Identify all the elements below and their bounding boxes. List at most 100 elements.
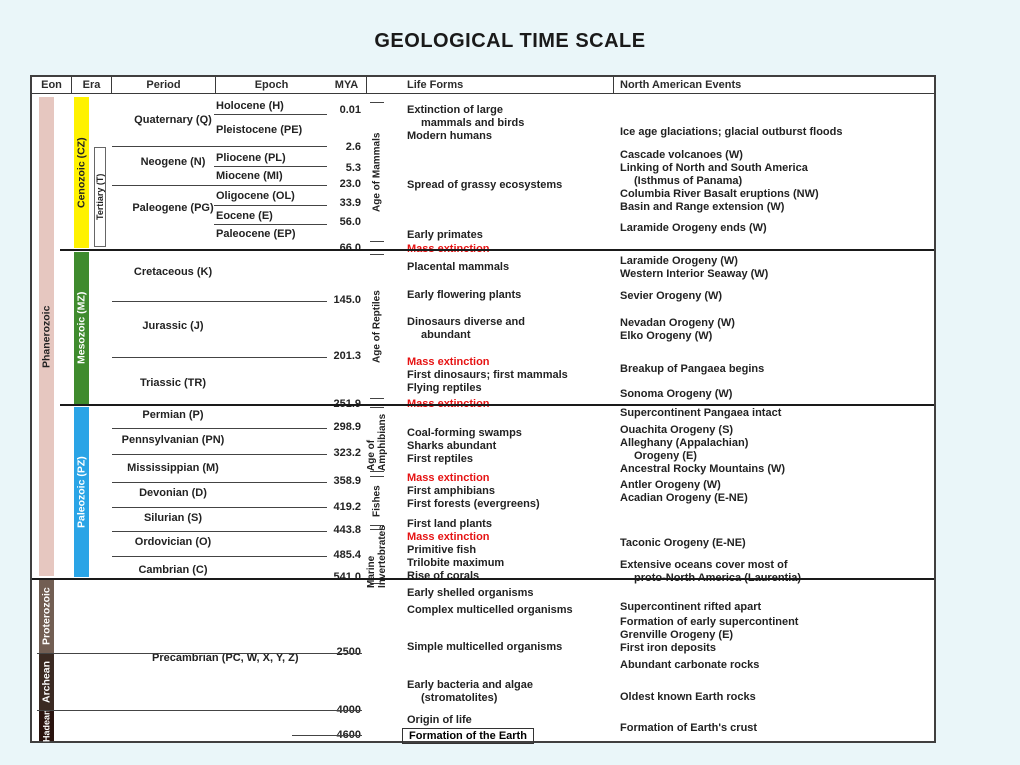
period-cambrian: Cambrian (C): [118, 564, 228, 576]
ev-alleghany: Alleghany (Appalachian): [620, 437, 748, 450]
life-shelled: Early shelled organisms: [407, 587, 534, 600]
ev-oceans: Extensive oceans cover most of: [620, 559, 788, 572]
ev-laramide-ends: Laramide Orogeny ends (W): [620, 222, 767, 235]
line-had: [292, 735, 362, 736]
life-forests: First forests (evergreens): [407, 498, 540, 511]
life-first-dino: First dinosaurs; first mammals: [407, 369, 568, 382]
mya-298-9: 298.9: [319, 421, 361, 433]
period-silurian: Silurian (S): [118, 512, 228, 524]
hdr-mya: MYA: [327, 77, 367, 94]
age-fishes: Fishes: [370, 476, 384, 526]
mya-56-0: 56.0: [319, 216, 361, 228]
ev-linking: Linking of North and South America: [620, 162, 808, 175]
life-complex: Complex multicelled organisms: [407, 604, 573, 617]
age-mammals: Age of Mammals: [370, 102, 384, 242]
ev-rifted: Supercontinent rifted apart: [620, 601, 761, 614]
life-formation-earth: Formation of the Earth: [402, 728, 534, 744]
line-arch: [37, 710, 362, 711]
line-pt: [60, 404, 934, 406]
era-paleozoic: Paleozoic (PZ): [74, 407, 89, 577]
ev-acadian: Acadian Orogeny (E-NE): [620, 492, 748, 505]
mya-5-3: 5.3: [319, 162, 361, 174]
life-flowering: Early flowering plants: [407, 289, 521, 302]
ev-sevier: Sevier Orogeny (W): [620, 290, 722, 303]
ev-oldest: Oldest known Earth rocks: [620, 691, 756, 704]
line-prot: [37, 653, 362, 654]
period-paleogene: Paleogene (PG): [118, 202, 228, 214]
life-grassy: Spread of grassy ecosystems: [407, 179, 562, 192]
hdr-epoch: Epoch: [216, 77, 327, 94]
eon-phanerozoic: Phanerozoic: [39, 97, 54, 576]
life-primates: Early primates: [407, 229, 483, 242]
epoch-pleistocene: Pleistocene (PE): [216, 124, 326, 136]
mya-33-9: 33.9: [319, 197, 361, 209]
mya-201-3: 201.3: [319, 350, 361, 362]
ev-crust: Formation of Earth's crust: [620, 722, 757, 735]
ev-nevadan: Nevadan Orogeny (W): [620, 317, 735, 330]
life-coal: Coal-forming swamps: [407, 427, 522, 440]
line-miss: [112, 482, 327, 483]
life-dino-diverse: Dinosaurs diverse and: [407, 316, 525, 329]
ev-taconic: Taconic Orogeny (E-NE): [620, 537, 746, 550]
period-ordovician: Ordovician (O): [118, 536, 228, 548]
mya-485-4: 485.4: [319, 549, 361, 561]
epoch-oligocene: Oligocene (OL): [216, 190, 326, 202]
ev-isthmus: (Isthmus of Panama): [620, 175, 742, 188]
line-sil: [112, 531, 327, 532]
age-inverts: Marine Invertebrates: [370, 529, 384, 584]
life-origin: Origin of life: [407, 714, 472, 727]
life-simple: Simple multicelled organisms: [407, 641, 562, 654]
life-ext-large-b: mammals and birds: [407, 117, 524, 130]
ev-iron: First iron deposits: [620, 642, 716, 655]
life-dino-diverse-b: abundant: [407, 329, 471, 342]
mya-66-0: 66.0: [319, 242, 361, 254]
life-mx2: Mass extinction: [407, 356, 490, 369]
period-quaternary: Quaternary (Q): [118, 114, 228, 126]
line-plio: [214, 166, 327, 167]
ev-basin: Basin and Range extension (W): [620, 201, 784, 214]
eon-proterozoic: Proterozoic: [39, 579, 54, 654]
ev-alleghany-b: Orogeny (E): [620, 450, 697, 463]
life-first-rept: First reptiles: [407, 453, 473, 466]
mya-358-9: 358.9: [319, 475, 361, 487]
life-modern-humans: Modern humans: [407, 130, 492, 143]
ev-sonoma: Sonoma Orogeny (W): [620, 388, 732, 401]
era-mesozoic: Mesozoic (MZ): [74, 252, 89, 404]
ev-grenville: Grenville Orogeny (E): [620, 629, 733, 642]
period-jurassic: Jurassic (J): [118, 320, 228, 332]
mya-443-8: 443.8: [319, 524, 361, 536]
life-bacteria-b: (stromatolites): [407, 692, 497, 705]
life-mx4: Mass extinction: [407, 472, 490, 485]
period-permian: Permian (P): [118, 409, 228, 421]
ev-pangaea-breakup: Breakup of Pangaea begins: [620, 363, 764, 376]
ev-ice-age: Ice age glaciations; glacial outburst fl…: [620, 126, 843, 139]
life-placental: Placental mammals: [407, 261, 509, 274]
period-triassic: Triassic (TR): [118, 377, 228, 389]
hdr-era: Era: [72, 77, 112, 94]
timescale-chart: Eon Era Period Epoch MYA Life Forms Nort…: [30, 75, 936, 743]
line-quat: [112, 146, 327, 147]
epoch-miocene: Miocene (MI): [216, 170, 326, 182]
ev-elko: Elko Orogeny (W): [620, 330, 712, 343]
line-dev: [112, 507, 327, 508]
life-first-amph: First amphibians: [407, 485, 495, 498]
ev-pangaea-intact: Supercontinent Pangaea intact: [620, 407, 781, 420]
age-amphibians: Age of Amphibians: [370, 407, 384, 472]
line-holocene: [214, 114, 327, 115]
ev-supercont: Formation of early supercontinent: [620, 616, 798, 629]
life-mx5: Mass extinction: [407, 531, 490, 544]
epoch-eocene: Eocene (E): [216, 210, 326, 222]
ev-cascade: Cascade volcanoes (W): [620, 149, 743, 162]
period-cretaceous: Cretaceous (K): [118, 266, 228, 278]
life-flying: Flying reptiles: [407, 382, 482, 395]
life-ext-large: Extinction of large: [407, 104, 503, 117]
mya-2500: 2500: [319, 646, 361, 658]
era-tertiary: Tertiary (T): [94, 147, 106, 247]
life-corals: Rise of corals: [407, 570, 479, 583]
ev-wis: Western Interior Seaway (W): [620, 268, 768, 281]
period-devonian: Devonian (D): [118, 487, 228, 499]
life-prim-fish: Primitive fish: [407, 544, 476, 557]
period-neogene: Neogene (N): [118, 156, 228, 168]
line-ord: [112, 556, 327, 557]
line-kj: [112, 301, 327, 302]
